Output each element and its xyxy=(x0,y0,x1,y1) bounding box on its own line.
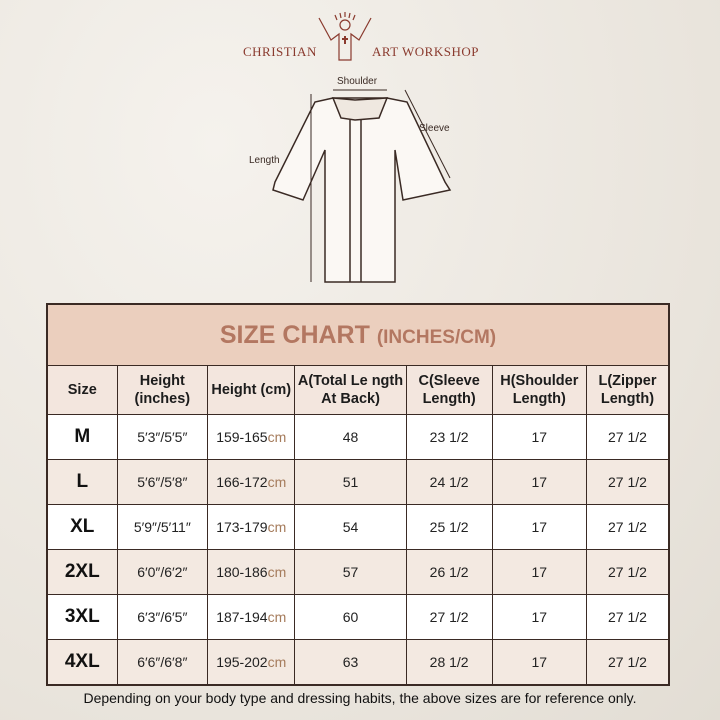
cm-value: 180-186 xyxy=(216,564,268,580)
table-row: L 5′6″/5′8″ 166-172cm 51 24 1/2 17 27 1/2 xyxy=(46,459,670,505)
cm-unit: cm xyxy=(267,429,287,445)
size-chart-table: SIZE CHART (INCHES/CM) Size Height (inche… xyxy=(46,303,670,686)
table-row: 4XL 6′6″/6′8″ 195-202cm 63 28 1/2 17 27 1/2 xyxy=(46,639,670,686)
column-header: C(Sleeve Length) xyxy=(405,365,493,415)
cm-unit: cm xyxy=(267,564,287,580)
cm-value: 173-179 xyxy=(216,519,268,535)
table-row: 2XL 6′0″/6′2″ 180-186cm 57 26 1/2 17 27 1/2 xyxy=(46,549,670,595)
robe-diagram: Shoulder Sleeve Length xyxy=(249,76,452,283)
column-header: Height (cm) xyxy=(207,365,296,415)
cell-h: 17 xyxy=(491,639,587,686)
disclaimer: Depending on your body type and dressing… xyxy=(83,690,637,706)
cell-size: L xyxy=(46,459,118,505)
column-header: A(Total Le ngth At Back) xyxy=(294,365,407,415)
cell-in: 6′3″/6′5″ xyxy=(116,594,209,640)
cell-h: 17 xyxy=(491,459,587,505)
cell-in: 5′9″/5′11″ xyxy=(116,504,209,550)
cell-cm: 187-194cm xyxy=(207,594,296,640)
cell-h: 17 xyxy=(491,504,587,550)
cell-size: 3XL xyxy=(46,594,118,640)
cell-a: 63 xyxy=(294,639,407,686)
cell-a: 57 xyxy=(294,549,407,595)
sleeve-label: Sleeve xyxy=(419,123,450,134)
cell-c: 25 1/2 xyxy=(405,504,493,550)
cell-h: 17 xyxy=(491,414,587,460)
jesus-figure-icon xyxy=(318,12,372,61)
cell-c: 28 1/2 xyxy=(405,639,493,686)
title-unit: (INCHES/CM) xyxy=(376,326,497,348)
cm-value: 166-172 xyxy=(216,474,268,490)
cell-size: 4XL xyxy=(46,639,118,686)
column-header: Size xyxy=(46,365,118,415)
cell-l: 27 1/2 xyxy=(585,414,670,460)
cm-unit: cm xyxy=(267,609,287,625)
cell-l: 27 1/2 xyxy=(585,639,670,686)
table-row: M 5′3″/5′5″ 159-165cm 48 23 1/2 17 27 1/2 xyxy=(46,414,670,460)
column-header: H(Shoulder Length) xyxy=(491,365,587,415)
cell-size: 2XL xyxy=(46,549,118,595)
cell-cm: 180-186cm xyxy=(207,549,296,595)
cell-c: 24 1/2 xyxy=(405,459,493,505)
cell-h: 17 xyxy=(491,594,587,640)
logo-text-left: CHRISTIAN xyxy=(243,44,317,59)
cm-unit: cm xyxy=(267,654,287,670)
cell-size: M xyxy=(46,414,118,460)
column-header: Height (inches) xyxy=(116,365,209,415)
cell-c: 26 1/2 xyxy=(405,549,493,595)
cell-size: XL xyxy=(46,504,118,550)
cell-l: 27 1/2 xyxy=(585,504,670,550)
cm-unit: cm xyxy=(267,474,287,490)
cm-value: 187-194 xyxy=(216,609,268,625)
cell-l: 27 1/2 xyxy=(585,594,670,640)
cell-cm: 173-179cm xyxy=(207,504,296,550)
cell-l: 27 1/2 xyxy=(585,549,670,595)
cell-c: 27 1/2 xyxy=(405,594,493,640)
cell-a: 60 xyxy=(294,594,407,640)
title-text: SIZE CHART xyxy=(219,320,370,349)
cell-a: 54 xyxy=(294,504,407,550)
cell-cm: 166-172cm xyxy=(207,459,296,505)
table-row: XL 5′9″/5′11″ 173-179cm 54 25 1/2 17 27 1/2 xyxy=(46,504,670,550)
cell-in: 6′0″/6′2″ xyxy=(116,549,209,595)
cell-c: 23 1/2 xyxy=(405,414,493,460)
table-row: 3XL 6′3″/6′5″ 187-194cm 60 27 1/2 17 27 1/2 xyxy=(46,594,670,640)
length-label: Length xyxy=(249,155,280,166)
shoulder-label: Shoulder xyxy=(337,76,378,87)
cell-in: 5′6″/5′8″ xyxy=(116,459,209,505)
cell-l: 27 1/2 xyxy=(585,459,670,505)
cm-value: 159-165 xyxy=(216,429,268,445)
cell-in: 6′6″/6′8″ xyxy=(116,639,209,686)
cell-a: 48 xyxy=(294,414,407,460)
cell-cm: 195-202cm xyxy=(207,639,296,686)
cell-h: 17 xyxy=(491,549,587,595)
cm-value: 195-202 xyxy=(216,654,268,670)
column-header: L(Zipper Length) xyxy=(585,365,670,415)
cell-cm: 159-165cm xyxy=(207,414,296,460)
table-title: SIZE CHART (INCHES/CM) xyxy=(46,303,670,366)
logo-text-right: ART WORKSHOP xyxy=(372,44,479,59)
cm-unit: cm xyxy=(267,519,287,535)
cell-a: 51 xyxy=(294,459,407,505)
cell-in: 5′3″/5′5″ xyxy=(116,414,209,460)
